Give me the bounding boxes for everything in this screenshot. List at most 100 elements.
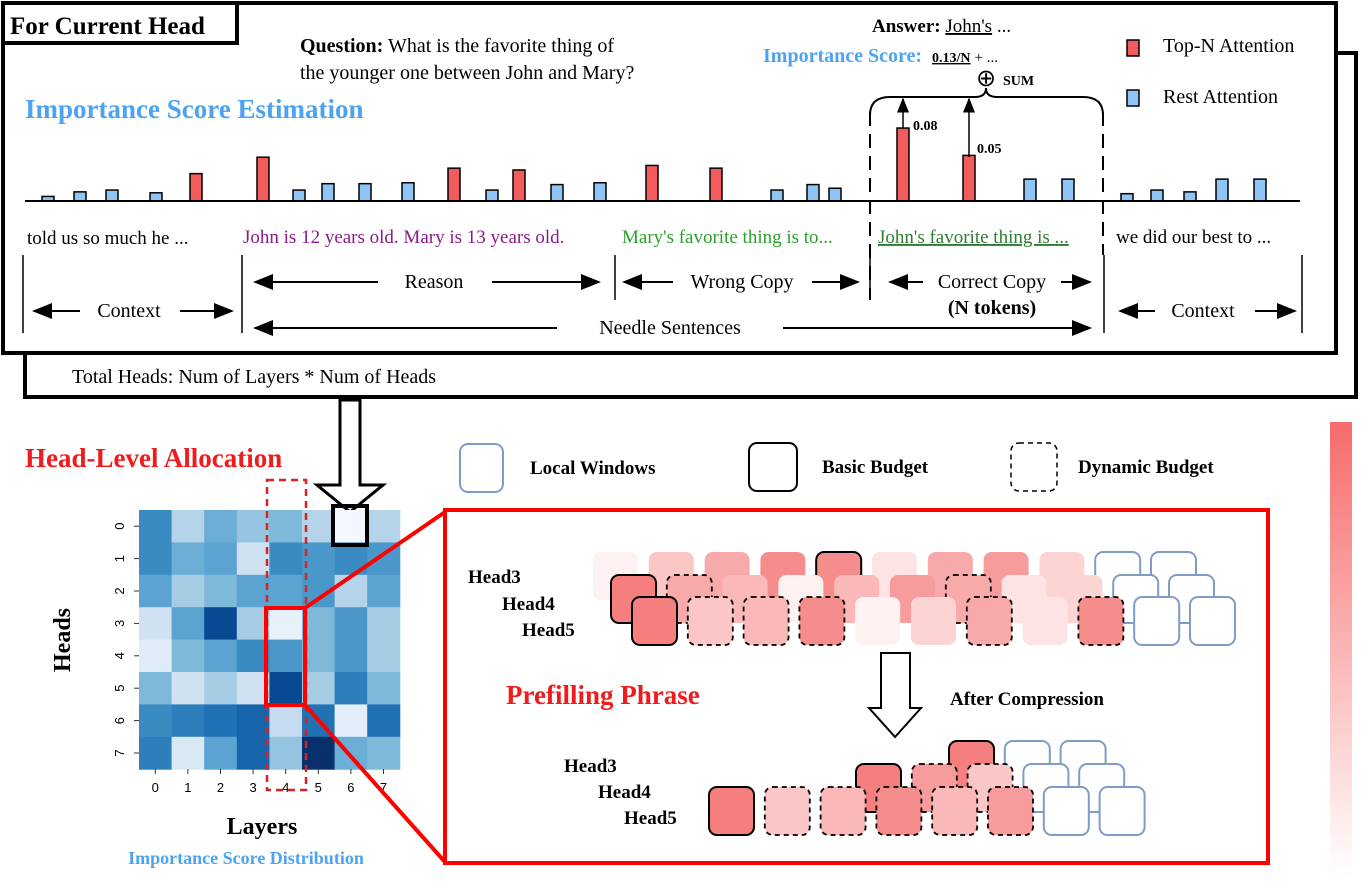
importance-score: Importance Score: 0.13/N + ... (763, 45, 998, 67)
current-head-tag-box (1, 1, 239, 45)
heatmap-cell (269, 704, 303, 738)
top-n-attention-bar (896, 127, 910, 202)
span-reason: Reason (405, 271, 464, 293)
heatmap-cell (171, 574, 205, 608)
top-n-attention-bar (256, 156, 270, 202)
down-arrow-icon (312, 398, 388, 514)
legend-rest-label: Rest Attention (1163, 86, 1278, 108)
legend-local-windows-icon (459, 443, 504, 493)
heatmap-cell (171, 607, 205, 641)
top-n-attention-bar (962, 154, 976, 202)
local-window-block (1189, 596, 1236, 646)
heatmap-cell (334, 510, 368, 543)
heatmap-cell (269, 510, 303, 543)
answer-rest: ... (997, 16, 1011, 37)
heatmap-cell (139, 672, 173, 705)
row-tick-label: 5 (112, 685, 127, 692)
current-head-tag: For Current Head (10, 13, 205, 40)
value-label-0.08: 0.08 (913, 119, 938, 134)
tokens-reason: John is 12 years old. Mary is 13 years o… (243, 227, 564, 248)
total-heads-frame (23, 51, 1358, 399)
tokens-context-left: told us so much he ... (27, 228, 189, 249)
top-n-attention-bar (645, 164, 659, 202)
before-head4-label: Head4 (502, 594, 555, 615)
col-tick-label: 1 (184, 780, 191, 795)
rest-attention-bar (292, 189, 306, 202)
dynamic-budget-block (763, 786, 811, 836)
total-heads-text: Total Heads: Num of Layers * Num of Head… (72, 366, 436, 388)
span-wrong-copy: Wrong Copy (690, 271, 793, 293)
basic-budget-block (708, 786, 755, 836)
col-tick-label: 2 (217, 780, 224, 795)
rest-attention-bar (73, 191, 87, 202)
before-head5-label: Head5 (522, 620, 575, 641)
heatmap-cell (269, 672, 303, 705)
evicted-block (855, 597, 901, 645)
dynamic-budget-block (931, 786, 979, 836)
heatmap-cell (139, 574, 173, 608)
rest-attention-bar (1120, 192, 1134, 202)
rest-attention-bar (770, 189, 784, 202)
rest-attention-bar (550, 183, 564, 202)
heatmap-cell (139, 542, 173, 576)
after-compression-label: After Compression (950, 689, 1104, 710)
row-tick-label: 1 (112, 555, 127, 562)
heatmap-cell (302, 672, 336, 705)
heatmap-cell (204, 672, 238, 705)
row-tick-label: 6 (112, 717, 127, 724)
rest-attention-bar (806, 183, 820, 202)
zoom-line-bottom (303, 703, 447, 864)
value-label-0.05: 0.05 (977, 142, 1002, 157)
heatmap-cell (236, 704, 270, 738)
score-label: Importance Score: (763, 45, 922, 67)
heatmap-cell (367, 672, 401, 705)
heatmap-cell (334, 704, 368, 738)
heatmap-cell (269, 736, 303, 770)
tokens-correct-copy: John's favorite thing is ... (878, 227, 1069, 248)
rest-attention-bar (105, 189, 119, 202)
col-tick-label: 5 (315, 780, 322, 795)
dynamic-budget-block (987, 786, 1034, 836)
legend-top-n-label: Top-N Attention (1163, 35, 1294, 57)
question-line1: What is the favorite thing of (388, 35, 614, 57)
heatmap-cell (139, 510, 173, 543)
selected-heads-box (264, 606, 307, 707)
sum-label: SUM (1003, 74, 1034, 89)
dynamic-budget-block (686, 596, 734, 646)
question-label: Question: (300, 35, 383, 57)
heatmap-cell (139, 736, 173, 770)
heatmap-cell (204, 574, 238, 608)
legend-dynamic-budget-label: Dynamic Budget (1078, 457, 1214, 478)
score-value: 0.13/N (932, 51, 971, 66)
sum-icon: ⊕ (976, 66, 996, 92)
heatmap-cell (139, 607, 173, 641)
heatmap-cell (139, 704, 173, 738)
answer: Answer: John's ... (872, 16, 1011, 37)
after-head4-label: Head4 (598, 782, 651, 803)
evicted-block (1022, 597, 1068, 645)
heatmap-cell (204, 639, 238, 673)
dynamic-budget-block (798, 596, 846, 646)
before-head3-label: Head3 (468, 567, 521, 588)
heatmap-cell (269, 607, 303, 641)
answer-label: Answer: (872, 16, 941, 37)
tokens-wrong-copy: Mary's favorite thing is to... (622, 227, 833, 248)
current-head-panel (1, 1, 1338, 355)
heatmap-cell (236, 736, 270, 770)
span-context-left: Context (97, 300, 161, 322)
heatmap-cell (302, 639, 336, 673)
heatmap-cell (334, 574, 368, 608)
kv-cache-blocks (593, 551, 1236, 836)
span-context-right: Context (1171, 300, 1235, 322)
heatmap-cell (334, 672, 368, 705)
heatmap-xlabel: Layers (227, 814, 298, 840)
prefilling-panel (443, 508, 1270, 865)
span-n-tokens: (N tokens) (948, 297, 1036, 319)
dynamic-budget-block (742, 596, 790, 646)
rest-attention-bar (1023, 178, 1037, 202)
heatmap-cell (367, 607, 401, 641)
heatmap-cell (367, 736, 401, 770)
heatmap-cell (204, 736, 238, 770)
heatmap-cell (302, 510, 336, 543)
